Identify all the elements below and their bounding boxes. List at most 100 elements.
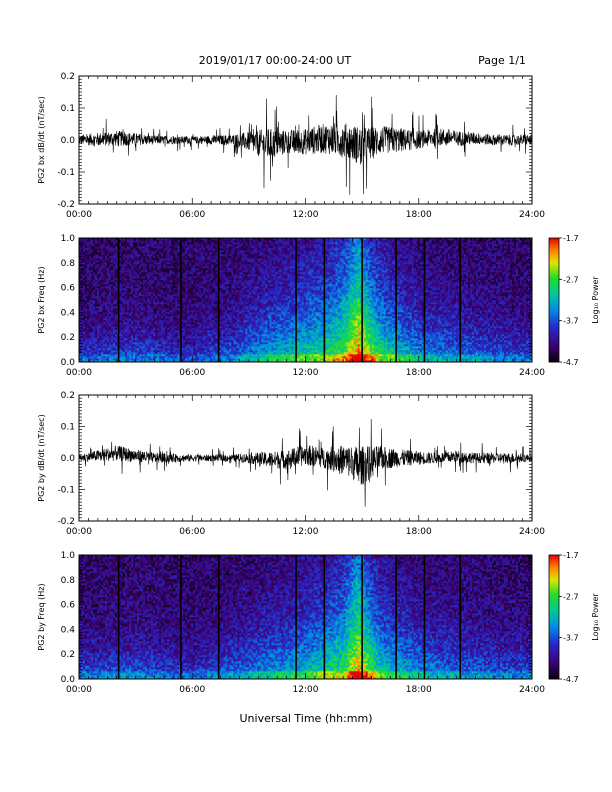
spectrogram-cell [103, 276, 105, 278]
spectrogram-cell [133, 276, 135, 278]
spectrogram-cell [85, 278, 87, 280]
spectrogram-cell [83, 328, 85, 330]
spectrogram-cell [107, 260, 109, 262]
spectrogram-cell [89, 246, 91, 248]
spectrogram-cell [83, 280, 85, 282]
spectrogram-cell [129, 330, 131, 332]
spectrogram-cell [87, 350, 89, 352]
spectrogram-cell [105, 256, 107, 258]
spectrogram-cell [127, 268, 129, 270]
spectrogram-cell [95, 334, 97, 336]
spectrogram-cell [111, 330, 113, 332]
spectrogram-cell [97, 250, 99, 252]
spectrogram-cell [107, 250, 109, 252]
spectrogram-cell [93, 356, 95, 358]
spectrogram-cell [91, 336, 93, 338]
spectrogram-cell [125, 264, 127, 266]
spectrogram-cell [109, 294, 111, 296]
spectrogram-cell [125, 278, 127, 280]
spectrogram-cell [83, 276, 85, 278]
spectrogram-cell [85, 322, 87, 324]
spectrogram-cell [137, 302, 139, 304]
y-tick-label: -0.1 [57, 168, 75, 178]
spectrogram-cell [115, 294, 117, 296]
spectrogram-cell [129, 242, 131, 244]
spectrogram-cell [137, 274, 139, 276]
spectrogram-cell [91, 316, 93, 318]
spectrogram-cell [113, 252, 115, 254]
spectrogram-cell [89, 336, 91, 338]
spectrogram-cell [127, 312, 129, 314]
spectrogram-cell [109, 270, 111, 272]
spectrogram-cell [107, 302, 109, 304]
spectrogram-cell [111, 302, 113, 304]
spectrogram-cell [115, 332, 117, 334]
spectrogram-cell [131, 304, 133, 306]
spectrogram-cell [95, 248, 97, 250]
spectrogram-cell [113, 308, 115, 310]
spectrogram-cell [123, 344, 125, 346]
spectrogram-cell [89, 344, 91, 346]
spectrogram-cell [97, 332, 99, 334]
spectrogram-cell [137, 250, 139, 252]
spectrogram-cell [123, 272, 125, 274]
spectrogram-cell [123, 324, 125, 326]
spectrogram-cell [127, 290, 129, 292]
spectrogram-cell [125, 286, 127, 288]
spectrogram-cell [93, 250, 95, 252]
spectrogram-cell [129, 334, 131, 336]
spectrogram-cell [137, 314, 139, 316]
spectrogram-cell [133, 336, 135, 338]
spectrogram-cell [93, 348, 95, 350]
spectrogram-cell [99, 286, 101, 288]
spectrogram-cell [93, 304, 95, 306]
spectrogram-cell [135, 320, 137, 322]
spectrogram-cell [113, 288, 115, 290]
spectrogram-cell [135, 254, 137, 256]
spectrogram-cell [109, 330, 111, 332]
spectrogram-cell [131, 348, 133, 350]
spectrogram-cell [115, 348, 117, 350]
spectrogram-cell [89, 324, 91, 326]
spectrogram-cell [121, 290, 123, 292]
spectrogram-cell [135, 276, 137, 278]
spectrogram-cell [131, 294, 133, 296]
spectrogram-cell [103, 350, 105, 352]
spectrogram-cell [123, 276, 125, 278]
spectrogram-cell [121, 300, 123, 302]
spectrogram-cell [85, 268, 87, 270]
spectrogram-cell [135, 310, 137, 312]
spectrogram-cell [125, 288, 127, 290]
spectrogram-cell [89, 312, 91, 314]
spectrogram-cell [95, 288, 97, 290]
spectrogram-cell [101, 336, 103, 338]
spectrogram-cell [85, 352, 87, 354]
spectrogram-cell [125, 326, 127, 328]
spectrogram-cell [99, 338, 101, 340]
spectrogram-cell [129, 320, 131, 322]
spectrogram-cell [91, 350, 93, 352]
spectrogram-cell [85, 354, 87, 356]
spectrogram-cell [129, 272, 131, 274]
spectrogram-cell [129, 312, 131, 314]
spectrogram-cell [115, 270, 117, 272]
spectrogram-cell [97, 280, 99, 282]
spectrogram-cell [103, 260, 105, 262]
spectrogram-cell [115, 320, 117, 322]
spectrogram-cell [115, 292, 117, 294]
spectrogram-cell [101, 296, 103, 298]
spectrogram-cell [103, 334, 105, 336]
spectrogram-cell [103, 300, 105, 302]
spectrogram-cell [121, 266, 123, 268]
spectrogram-cell [133, 240, 135, 242]
spectrogram-cell [81, 282, 83, 284]
spectrogram-cell [135, 300, 137, 302]
spectrogram-cell [125, 296, 127, 298]
spectrogram-cell [101, 264, 103, 266]
spectrogram-cell [127, 254, 129, 256]
spectrogram-cell [131, 252, 133, 254]
spectrogram-cell [109, 280, 111, 282]
spectrogram-cell [81, 286, 83, 288]
spectrogram-cell [91, 310, 93, 312]
spectrogram-cell [127, 302, 129, 304]
